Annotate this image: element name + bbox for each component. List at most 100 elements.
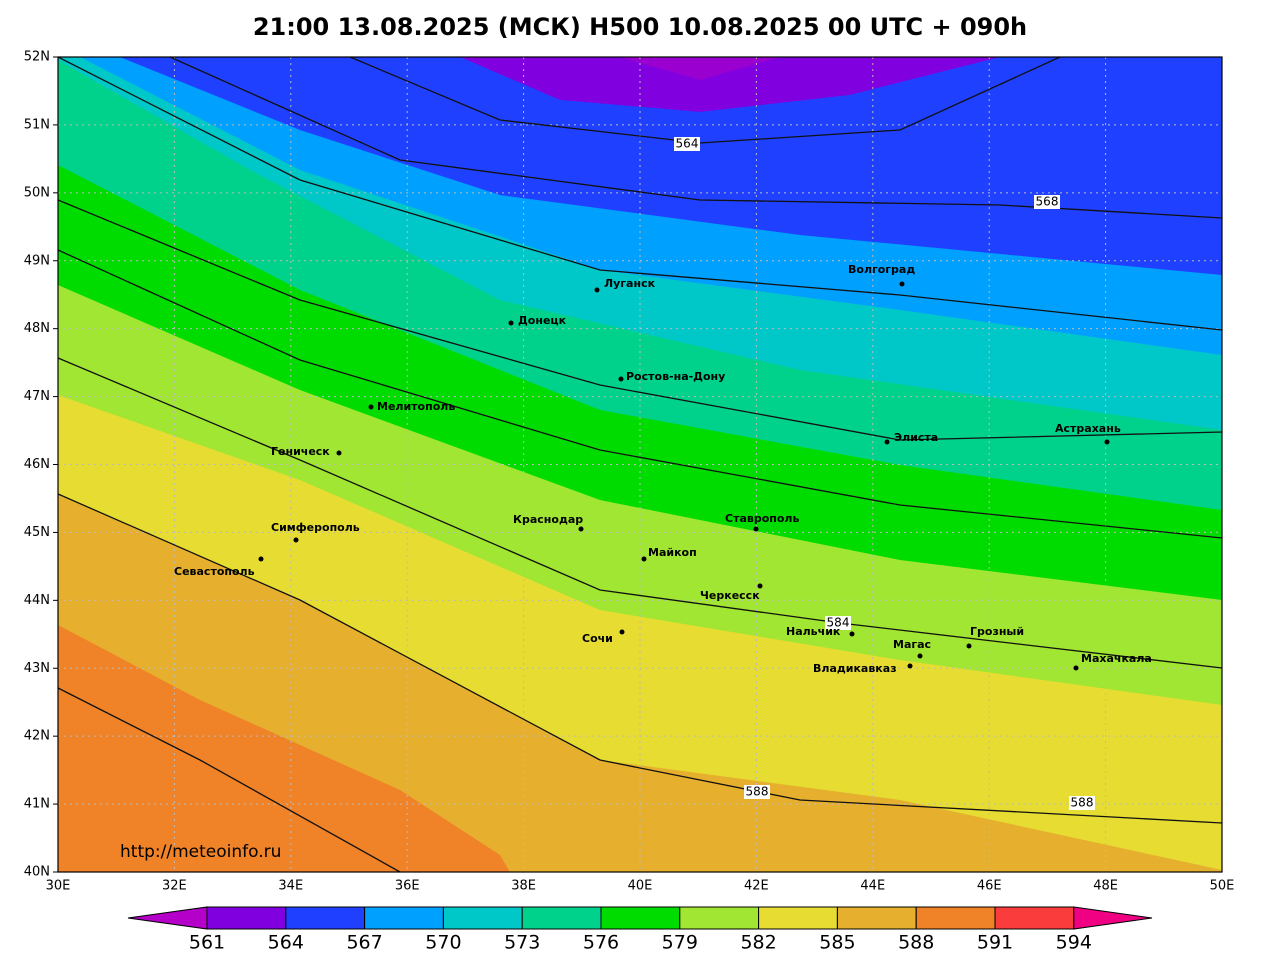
band xyxy=(58,57,1222,872)
contour-label: 564 xyxy=(676,137,699,151)
contour-line xyxy=(57,687,401,873)
city-dot xyxy=(508,320,514,326)
city-dot xyxy=(966,643,972,649)
city-label: Геническ xyxy=(271,445,330,458)
colorbar-label: 582 xyxy=(740,932,776,954)
contour-label: 584 xyxy=(827,616,850,630)
colorbar-cell xyxy=(364,906,444,930)
band xyxy=(620,57,780,80)
colorbar-label: 561 xyxy=(189,932,225,954)
contour-line xyxy=(57,199,1223,441)
contour-line xyxy=(57,493,1223,824)
lon-label: 32E xyxy=(162,879,187,894)
colorbar-label: 576 xyxy=(583,932,619,954)
city-dot xyxy=(368,404,374,410)
lat-label: 46N xyxy=(24,457,50,472)
contour-label: 568 xyxy=(1036,195,1059,209)
city-label: Элиста xyxy=(894,431,938,444)
lon-label: 30E xyxy=(46,879,71,894)
colorbar-cell xyxy=(758,906,838,930)
city-dot xyxy=(578,526,584,532)
lon-label: 38E xyxy=(511,879,536,894)
city-dot xyxy=(619,629,625,635)
colorbar-label: 594 xyxy=(1056,932,1092,954)
city-label: Волгоград xyxy=(848,263,915,276)
city-label: Владикавказ xyxy=(813,662,897,675)
lat-label: 43N xyxy=(24,661,50,676)
source-url: http://meteoinfo.ru xyxy=(120,842,281,862)
lat-label: 51N xyxy=(24,117,50,132)
lat-label: 49N xyxy=(24,253,50,268)
lat-label: 44N xyxy=(24,593,50,608)
colorbar-label: 591 xyxy=(977,932,1013,954)
colorbar-cell xyxy=(994,906,1075,930)
city-label: Магас xyxy=(893,638,931,651)
city-label: Симферополь xyxy=(271,521,360,534)
city-label: Луганск xyxy=(604,277,656,290)
lon-label: 50E xyxy=(1210,879,1235,894)
city-label: Мелитополь xyxy=(377,400,455,413)
lon-label: 34E xyxy=(278,879,303,894)
colorbar-label: 585 xyxy=(819,932,855,954)
city-dot xyxy=(641,556,647,562)
city-label: Нальчик xyxy=(786,625,841,638)
city-dot xyxy=(293,537,299,543)
lat-label: 41N xyxy=(24,797,50,812)
colorbar-cell xyxy=(679,906,760,930)
colorbar-label: 579 xyxy=(662,932,698,954)
lon-label: 40E xyxy=(628,879,653,894)
lon-label: 46E xyxy=(977,879,1002,894)
city-dot xyxy=(757,583,763,589)
contour-label-bg xyxy=(825,616,851,630)
lat-label: 52N xyxy=(24,50,50,65)
contour-line xyxy=(57,357,1223,669)
city-dot xyxy=(1073,665,1079,671)
city-label: Майкоп xyxy=(648,546,697,559)
colorbar-label: 564 xyxy=(268,932,304,954)
colorbar-cell xyxy=(836,906,917,930)
contour-line xyxy=(169,56,1223,219)
city-dot xyxy=(336,450,342,456)
map-frame xyxy=(57,56,1223,873)
colorbar-cell xyxy=(285,906,366,930)
city-label: Севастополь xyxy=(174,565,255,578)
contour-label: 588 xyxy=(1071,796,1094,810)
band xyxy=(190,57,1222,185)
city-label: Ставрополь xyxy=(725,512,799,525)
contour-line xyxy=(57,56,1223,331)
city-dot xyxy=(849,631,855,637)
city-dot xyxy=(594,287,600,293)
city-dot xyxy=(917,653,923,659)
city-label: Сочи xyxy=(582,632,613,645)
city-label: Краснодар xyxy=(513,513,583,526)
city-dot xyxy=(753,526,759,532)
colorbar-cell xyxy=(915,906,996,930)
city-dot xyxy=(258,556,264,562)
lon-label: 44E xyxy=(860,879,885,894)
colorbar-cell xyxy=(206,906,287,930)
map-title: 21:00 13.08.2025 (МСК) H500 10.08.2025 0… xyxy=(253,13,1027,41)
city-label: Астрахань xyxy=(1055,422,1121,435)
colorbar-label: 588 xyxy=(898,932,934,954)
colorbar-cell xyxy=(1073,906,1153,930)
city-label: Махачкала xyxy=(1081,652,1152,665)
band xyxy=(460,57,1000,112)
colorbar-cell xyxy=(600,906,681,930)
city-dot xyxy=(899,281,905,287)
contour-label-bg xyxy=(1069,796,1095,810)
colorbar-label: 567 xyxy=(346,932,382,954)
lat-label: 47N xyxy=(24,389,50,404)
colorbar-cell xyxy=(127,906,208,930)
contour-label-bg xyxy=(1034,195,1060,209)
colorbar-cell xyxy=(442,906,523,930)
city-label: Ростов-на-Дону xyxy=(626,370,725,383)
contour-label-bg xyxy=(744,785,770,799)
lat-label: 45N xyxy=(24,525,50,540)
colorbar-label: 570 xyxy=(425,932,461,954)
city-dot xyxy=(1104,439,1110,445)
contour-label-bg xyxy=(674,137,700,151)
colorbar-label: 573 xyxy=(504,932,540,954)
city-label: Черкесск xyxy=(700,589,760,602)
contour-label: 588 xyxy=(746,785,769,799)
